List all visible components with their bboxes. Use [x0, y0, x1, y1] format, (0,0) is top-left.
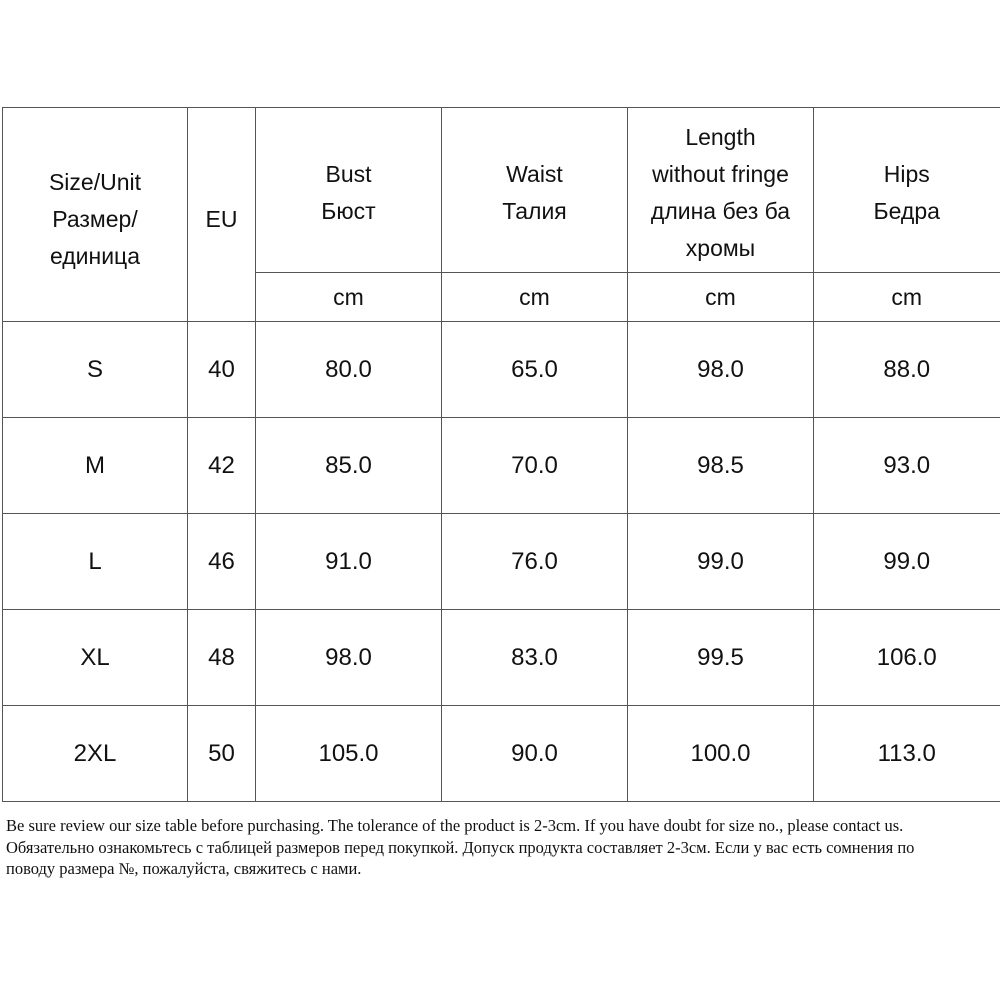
cell-size: L: [2, 513, 188, 610]
header-eu-label: EU: [205, 206, 238, 232]
size-note: Be sure review our size table before pur…: [6, 815, 998, 880]
cell-hips: 113.0: [813, 705, 1000, 802]
note-line-english: Be sure review our size table before pur…: [6, 816, 904, 835]
cell-eu: 50: [187, 705, 256, 802]
unit-cell-hips: cm: [813, 272, 1000, 322]
cell-waist: 83.0: [441, 609, 628, 706]
unit-cell-waist: cm: [441, 272, 628, 322]
cell-bust: 105.0: [255, 705, 442, 802]
header-row: Size/Unit Размер/ единица EU Bust Бюст W…: [2, 107, 1000, 322]
cell-eu: 46: [187, 513, 256, 610]
header-size-unit-line: Размер/: [52, 206, 138, 232]
header-eu: EU: [187, 107, 256, 322]
header-length-line: длина без ба: [650, 198, 791, 224]
header-length: Length without fringe длина без ба хромы: [627, 107, 814, 273]
cell-hips: 99.0: [813, 513, 1000, 610]
header-waist-line: Талия: [502, 198, 567, 224]
header-bust-line: Бюст: [321, 198, 376, 224]
cell-waist: 90.0: [441, 705, 628, 802]
table-row: S 40 80.0 65.0 98.0 88.0: [2, 321, 1000, 418]
header-waist: Waist Талия: [441, 107, 628, 273]
header-hips: Hips Бедра: [813, 107, 1000, 273]
table-row: L 46 91.0 76.0 99.0 99.0: [2, 513, 1000, 610]
cell-bust: 98.0: [255, 609, 442, 706]
note-line-russian: Обязательно ознакомьтесь с таблицей разм…: [6, 837, 915, 857]
header-length-line: хромы: [685, 235, 756, 261]
table-row: 2XL 50 105.0 90.0 100.0 113.0: [2, 705, 1000, 802]
cell-bust: 91.0: [255, 513, 442, 610]
cell-eu: 48: [187, 609, 256, 706]
cell-bust: 85.0: [255, 417, 442, 514]
note-line-russian-continued: поводу размера №, пожалуйста, свяжитесь …: [6, 859, 362, 878]
cell-size: M: [2, 417, 188, 514]
cell-length: 99.5: [627, 609, 814, 706]
table-row: XL 48 98.0 83.0 99.5 106.0: [2, 609, 1000, 706]
header-hips-line: Hips: [883, 161, 930, 187]
cell-bust: 80.0: [255, 321, 442, 418]
header-bust: Bust Бюст: [255, 107, 442, 273]
cell-hips: 88.0: [813, 321, 1000, 418]
header-length-line: Length: [685, 124, 756, 150]
cell-hips: 93.0: [813, 417, 1000, 514]
cell-waist: 76.0: [441, 513, 628, 610]
header-size-unit: Size/Unit Размер/ единица: [2, 107, 188, 322]
unit-row: cm cm cm cm: [3, 272, 1000, 322]
cell-size: XL: [2, 609, 188, 706]
cell-length: 100.0: [627, 705, 814, 802]
cell-hips: 106.0: [813, 609, 1000, 706]
cell-size: 2XL: [2, 705, 188, 802]
cell-length: 99.0: [627, 513, 814, 610]
table-row: M 42 85.0 70.0 98.5 93.0: [2, 417, 1000, 514]
unit-cell-bust: cm: [255, 272, 442, 322]
header-bust-line: Bust: [325, 161, 372, 187]
cell-waist: 65.0: [441, 321, 628, 418]
header-length-line: without fringe: [652, 161, 789, 187]
size-chart-table: Size/Unit Размер/ единица EU Bust Бюст W…: [2, 107, 1000, 802]
header-hips-line: Бедра: [873, 198, 940, 224]
unit-cell-length: cm: [627, 272, 814, 322]
header-size-unit-line: Size/Unit: [48, 169, 142, 195]
header-waist-line: Waist: [506, 161, 563, 187]
header-size-unit-line: единица: [49, 243, 141, 269]
cell-length: 98.5: [627, 417, 814, 514]
cell-length: 98.0: [627, 321, 814, 418]
cell-eu: 40: [187, 321, 256, 418]
cell-waist: 70.0: [441, 417, 628, 514]
cell-eu: 42: [187, 417, 256, 514]
cell-size: S: [2, 321, 188, 418]
